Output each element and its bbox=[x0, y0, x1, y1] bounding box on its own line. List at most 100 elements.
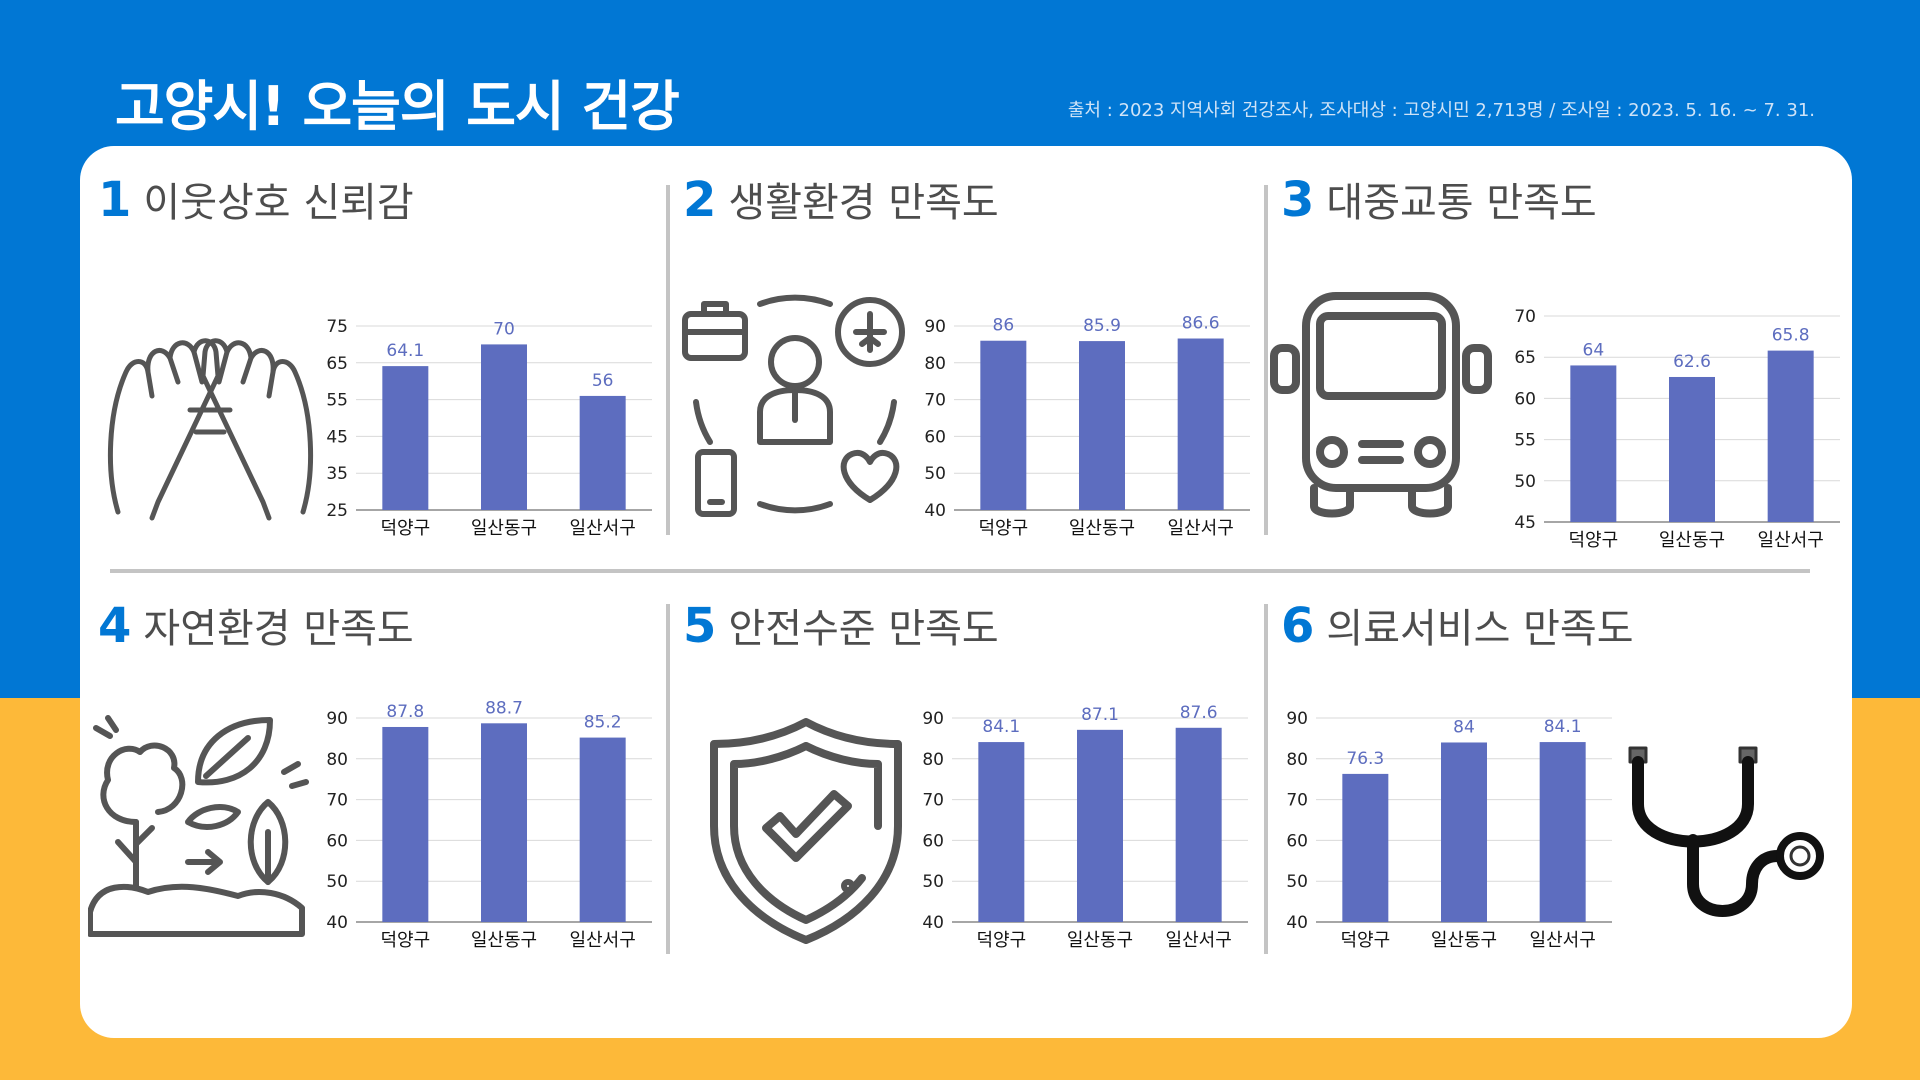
bar bbox=[382, 366, 429, 510]
y-tick-label: 50 bbox=[1286, 872, 1308, 892]
x-tick-label: 덕양구 bbox=[1340, 930, 1390, 950]
divider-horizontal bbox=[110, 569, 1810, 573]
bar bbox=[1079, 341, 1125, 510]
x-tick-label: 일산동구 bbox=[471, 930, 537, 950]
data-label: 84.1 bbox=[1544, 717, 1582, 737]
panel-number: 1 bbox=[98, 172, 132, 228]
panel-number: 4 bbox=[98, 598, 132, 654]
y-tick-label: 50 bbox=[924, 464, 946, 484]
bar bbox=[579, 737, 626, 922]
data-label: 56 bbox=[592, 371, 614, 391]
y-tick-label: 60 bbox=[922, 831, 944, 851]
y-tick-label: 90 bbox=[922, 709, 944, 729]
y-tick-label: 80 bbox=[924, 354, 946, 374]
panel-label: 자연환경 만족도 bbox=[143, 606, 414, 652]
panel-label: 대중교통 만족도 bbox=[1326, 180, 1597, 226]
bar bbox=[481, 723, 527, 922]
bar bbox=[1177, 338, 1224, 510]
panel-label: 이웃상호 신뢰감 bbox=[143, 180, 414, 226]
y-tick-label: 65 bbox=[1514, 348, 1536, 368]
data-label: 65.8 bbox=[1772, 326, 1810, 346]
y-tick-label: 45 bbox=[1514, 513, 1536, 533]
panel-title: 2 생활환경 만족도 bbox=[683, 170, 999, 228]
divider-vertical bbox=[666, 185, 670, 535]
y-tick-label: 70 bbox=[924, 391, 946, 411]
data-label: 84 bbox=[1453, 717, 1475, 737]
bar bbox=[481, 344, 527, 510]
y-tick-label: 70 bbox=[1286, 791, 1308, 811]
divider-vertical bbox=[1264, 604, 1268, 954]
y-tick-label: 35 bbox=[326, 464, 348, 484]
chart-medical: 40 50 60 70 80 90 76.3 덕양구 84 일산동구 84.1 일산서구 bbox=[1286, 709, 1612, 950]
divider-vertical bbox=[666, 604, 670, 954]
y-tick-label: 90 bbox=[1286, 709, 1308, 729]
data-label: 85.2 bbox=[584, 713, 622, 733]
x-tick-label: 덕양구 bbox=[978, 518, 1028, 539]
x-tick-label: 일산동구 bbox=[1431, 930, 1497, 950]
data-label: 64.1 bbox=[386, 341, 424, 361]
x-tick-label: 일산서구 bbox=[1166, 930, 1232, 950]
data-label: 70 bbox=[493, 319, 515, 339]
bar bbox=[579, 395, 626, 510]
data-label: 85.9 bbox=[1083, 316, 1121, 336]
x-tick-label: 덕양구 bbox=[380, 930, 430, 950]
y-tick-label: 70 bbox=[922, 791, 944, 811]
bar bbox=[978, 742, 1025, 922]
bus-icon bbox=[1270, 292, 1492, 518]
chart-living-env: 40 50 60 70 80 90 86 덕양구 85.9 일산동구 86.6 일산서구 bbox=[924, 314, 1250, 539]
bar bbox=[1077, 729, 1123, 922]
bar bbox=[1570, 365, 1617, 522]
panel-number: 6 bbox=[1281, 598, 1315, 654]
y-tick-label: 45 bbox=[326, 427, 348, 447]
data-label: 64 bbox=[1583, 340, 1605, 360]
data-label: 86 bbox=[993, 316, 1015, 336]
chart-nature-env: 40 50 60 70 80 90 87.8 덕양구 88.7 일산동구 85.2 일산서구 bbox=[326, 698, 652, 950]
x-tick-label: 일산동구 bbox=[1659, 530, 1725, 551]
y-tick-label: 55 bbox=[326, 391, 348, 411]
y-tick-label: 40 bbox=[924, 501, 946, 521]
y-tick-label: 60 bbox=[924, 427, 946, 447]
x-tick-label: 일산동구 bbox=[1067, 930, 1133, 950]
bar bbox=[1175, 727, 1222, 922]
pinky-promise-icon bbox=[107, 338, 314, 521]
bar bbox=[382, 726, 429, 922]
y-tick-label: 80 bbox=[326, 750, 348, 770]
panel-title: 3 대중교통 만족도 bbox=[1281, 170, 1597, 228]
x-tick-label: 덕양구 bbox=[1568, 530, 1618, 551]
x-tick-label: 일산서구 bbox=[1530, 930, 1596, 950]
divider-vertical bbox=[1264, 185, 1268, 535]
bar bbox=[1441, 742, 1487, 922]
panel-number: 2 bbox=[683, 172, 717, 228]
panel-label: 안전수준 만족도 bbox=[728, 606, 999, 652]
x-tick-label: 일산동구 bbox=[1069, 518, 1135, 539]
y-tick-label: 75 bbox=[326, 317, 348, 337]
x-tick-label: 일산서구 bbox=[570, 930, 636, 950]
x-tick-label: 일산서구 bbox=[1168, 518, 1234, 539]
lifestyle-person-icon bbox=[682, 294, 905, 517]
panel-label: 의료서비스 만족도 bbox=[1326, 606, 1634, 652]
chart-trust: 25 35 45 55 65 75 64.1 덕양구 70 일산동구 56 일산서구 bbox=[326, 317, 652, 539]
y-tick-label: 60 bbox=[1514, 389, 1536, 409]
y-tick-label: 50 bbox=[1514, 472, 1536, 492]
panel-number: 5 bbox=[683, 598, 717, 654]
data-label: 76.3 bbox=[1346, 749, 1384, 769]
panel-title: 6 의료서비스 만족도 bbox=[1281, 596, 1634, 654]
y-tick-label: 50 bbox=[922, 872, 944, 892]
y-tick-label: 65 bbox=[326, 354, 348, 374]
y-tick-label: 40 bbox=[326, 913, 348, 933]
shield-check-icon bbox=[710, 718, 902, 944]
y-tick-label: 70 bbox=[1514, 307, 1536, 327]
x-tick-label: 덕양구 bbox=[976, 930, 1026, 950]
y-tick-label: 60 bbox=[1286, 831, 1308, 851]
panel-title: 5 안전수준 만족도 bbox=[683, 596, 999, 654]
y-tick-label: 55 bbox=[1514, 431, 1536, 451]
bar bbox=[980, 340, 1027, 510]
data-label: 87.6 bbox=[1180, 703, 1218, 723]
x-tick-label: 일산서구 bbox=[1758, 530, 1824, 551]
panel-number: 3 bbox=[1281, 172, 1315, 228]
y-tick-label: 60 bbox=[326, 831, 348, 851]
bar bbox=[1342, 773, 1389, 922]
bar bbox=[1767, 350, 1814, 522]
page-title: 고양시! 오늘의 도시 건강 bbox=[115, 75, 680, 138]
data-label: 62.6 bbox=[1673, 352, 1711, 372]
